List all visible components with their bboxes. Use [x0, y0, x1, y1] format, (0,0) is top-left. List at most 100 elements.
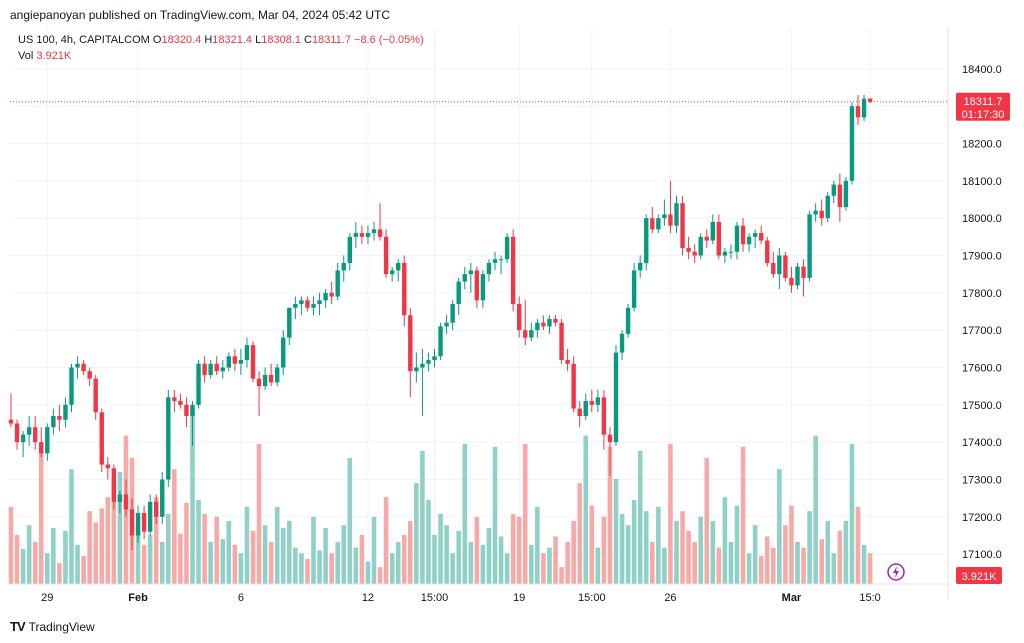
candle-body	[287, 307, 292, 338]
close-label: C	[304, 34, 312, 46]
candle-body	[807, 214, 812, 278]
volume-bar	[746, 553, 752, 584]
high-value: 18321.4	[212, 34, 253, 46]
volume-bar	[601, 516, 607, 584]
volume-bar	[807, 511, 812, 584]
volume-bar	[783, 525, 788, 584]
volume-bar	[680, 511, 685, 584]
volume-bar	[45, 553, 50, 584]
volume-bar	[359, 535, 365, 584]
volume-bar	[244, 507, 250, 584]
volume-bar	[867, 553, 873, 584]
candle-body	[565, 360, 570, 364]
candle-body	[759, 233, 764, 241]
candle-body	[262, 374, 268, 387]
candle-body	[819, 210, 824, 219]
candle-body	[99, 412, 104, 465]
volume-bar	[172, 469, 177, 584]
volume-bar	[462, 444, 468, 584]
candle-body	[172, 397, 177, 402]
volume-bar	[861, 544, 867, 584]
candle-body	[504, 236, 510, 260]
volume-bar	[837, 530, 843, 584]
volume-bar	[371, 516, 377, 584]
candle-body	[789, 277, 794, 286]
volume-bar	[202, 514, 207, 584]
candle-body	[250, 345, 256, 379]
volume-bar	[583, 435, 589, 584]
volume-bar	[510, 514, 516, 584]
candle-body	[359, 233, 365, 237]
volume-bar	[559, 567, 564, 584]
volume-bar	[293, 547, 298, 584]
candle-body	[347, 236, 352, 263]
candle-body	[408, 315, 413, 372]
volume-bar	[595, 547, 601, 584]
candle-body	[305, 300, 310, 308]
volume-bar	[287, 521, 292, 584]
volume-bar	[650, 542, 655, 584]
volume-bar	[414, 483, 419, 584]
volume-bar	[728, 542, 734, 584]
volume-bar	[444, 525, 449, 584]
candle-body	[402, 262, 407, 316]
candle-body	[831, 184, 836, 196]
candle-body	[20, 434, 26, 443]
volume-bar	[159, 542, 165, 584]
candle-body	[450, 304, 455, 323]
volume-bar	[474, 516, 480, 584]
volume-bar	[674, 521, 679, 584]
volume-bar	[178, 533, 183, 584]
candle-body	[541, 322, 546, 327]
candle-body	[69, 367, 74, 405]
candle-body	[160, 479, 165, 517]
volume-value: 3.921K	[36, 50, 72, 62]
candle-body	[837, 184, 843, 207]
volume-legend: Vol 3.921K	[18, 50, 71, 62]
candle-body	[147, 501, 153, 532]
volume-bar	[480, 544, 486, 584]
volume-bar	[401, 535, 407, 584]
volume-bar	[408, 521, 413, 584]
volume-bar	[232, 544, 238, 584]
candle-body	[710, 221, 715, 241]
volume-bar	[795, 542, 800, 584]
candle-body	[323, 292, 328, 301]
ohlc-legend: US 100, 4h, CAPITALCOM O18320.4 H18321.4…	[18, 34, 424, 46]
volume-bar	[771, 547, 776, 584]
volume-bar	[341, 525, 347, 584]
candle-body	[299, 300, 304, 305]
candle-body	[141, 513, 147, 532]
candle-body	[129, 509, 135, 536]
volume-bar	[311, 516, 316, 584]
volume-bar	[51, 528, 56, 584]
candle-body	[389, 270, 395, 275]
volume-bar	[426, 500, 431, 584]
candle-body	[190, 404, 195, 417]
x-tick-label: 6	[238, 592, 244, 604]
candle-body	[268, 374, 274, 383]
candle-body	[813, 210, 818, 215]
volume-bar	[105, 497, 111, 584]
candle-body	[105, 464, 110, 469]
x-tick-label: 26	[664, 592, 676, 604]
volume-bar	[8, 507, 14, 584]
candle-body	[517, 304, 522, 331]
candle-body	[184, 404, 189, 417]
candle-body	[492, 259, 498, 263]
volume-bar	[849, 444, 855, 584]
candle-body	[686, 248, 691, 252]
volume-bar	[220, 539, 226, 584]
volume-bar	[547, 547, 552, 584]
volume-bar	[764, 536, 770, 584]
volume-bar	[87, 511, 92, 584]
volume-bar	[637, 451, 643, 584]
x-tick-label: 15:0	[859, 592, 880, 604]
volume-bar	[383, 497, 389, 584]
candle-body	[771, 262, 776, 275]
candle-body	[456, 281, 461, 305]
volume-bar	[81, 556, 86, 584]
candle-body	[625, 307, 631, 334]
candle-body	[734, 225, 740, 252]
